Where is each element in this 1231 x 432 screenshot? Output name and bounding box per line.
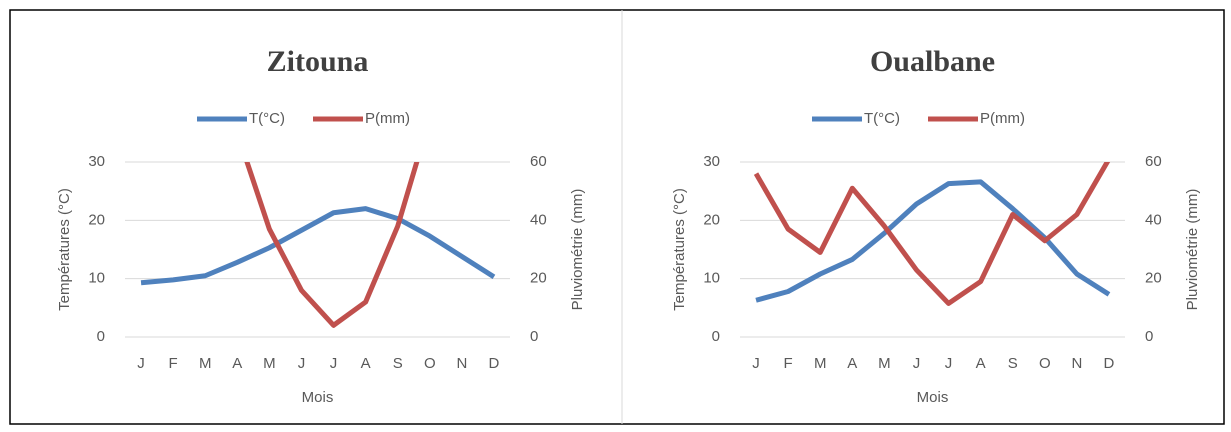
x-tick-label: A <box>847 355 857 372</box>
legend-label: T(°C) <box>249 110 285 127</box>
y2-tick-label: 0 <box>1145 328 1153 345</box>
y-tick-label: 0 <box>712 328 720 345</box>
x-axis-label: Mois <box>302 389 334 406</box>
y2-tick-label: 20 <box>530 270 547 287</box>
y-tick-label: 30 <box>703 153 720 170</box>
x-tick-label: M <box>814 355 827 372</box>
y-tick-label: 10 <box>88 270 105 287</box>
x-axis-label: Mois <box>917 389 949 406</box>
y2-tick-label: 40 <box>530 211 547 228</box>
x-tick-label: M <box>263 355 276 372</box>
y2-axis-label: Pluviométrie (mm) <box>1184 189 1201 311</box>
x-tick-label: S <box>1008 355 1018 372</box>
x-tick-label: A <box>232 355 242 372</box>
x-tick-label: S <box>393 355 403 372</box>
x-tick-label: M <box>878 355 891 372</box>
legend-label: P(mm) <box>980 110 1025 127</box>
legend-label: P(mm) <box>365 110 410 127</box>
x-tick-label: D <box>1104 355 1115 372</box>
x-tick-label: O <box>424 355 436 372</box>
x-tick-label: J <box>298 355 306 372</box>
x-tick-label: J <box>137 355 145 372</box>
x-tick-label: F <box>169 355 178 372</box>
x-tick-label: J <box>945 355 953 372</box>
line <box>244 162 420 328</box>
x-tick-label: F <box>784 355 793 372</box>
legend-label: T(°C) <box>864 110 900 127</box>
y2-tick-label: 20 <box>1145 270 1162 287</box>
x-tick-label: N <box>1071 355 1082 372</box>
x-tick-label: A <box>976 355 986 372</box>
x-tick-label: A <box>361 355 371 372</box>
x-tick-label: N <box>456 355 467 372</box>
y2-tick-label: 0 <box>530 328 538 345</box>
frame <box>9 9 1225 425</box>
line <box>753 162 1111 306</box>
y2-axis-label: Pluviométrie (mm) <box>569 189 586 311</box>
x-tick-label: O <box>1039 355 1051 372</box>
x-tick-label: M <box>199 355 212 372</box>
x-tick-label: D <box>489 355 500 372</box>
x-tick-label: J <box>752 355 760 372</box>
y-tick-label: 10 <box>703 270 720 287</box>
y2-tick-label: 60 <box>1145 153 1162 170</box>
y-tick-label: 20 <box>703 211 720 228</box>
line <box>140 206 496 286</box>
y-axis-label: Températures (°C) <box>56 188 73 311</box>
chart-title: Zitouna <box>267 45 369 78</box>
x-tick-label: J <box>330 355 338 372</box>
chart-title: Oualbane <box>870 45 995 78</box>
y2-tick-label: 40 <box>1145 211 1162 228</box>
y-axis-label: Températures (°C) <box>671 188 688 311</box>
y-tick-label: 0 <box>97 328 105 345</box>
line <box>755 179 1111 303</box>
y-tick-label: 20 <box>88 211 105 228</box>
y2-tick-label: 60 <box>530 153 547 170</box>
y-tick-label: 30 <box>88 153 105 170</box>
x-tick-label: J <box>913 355 921 372</box>
